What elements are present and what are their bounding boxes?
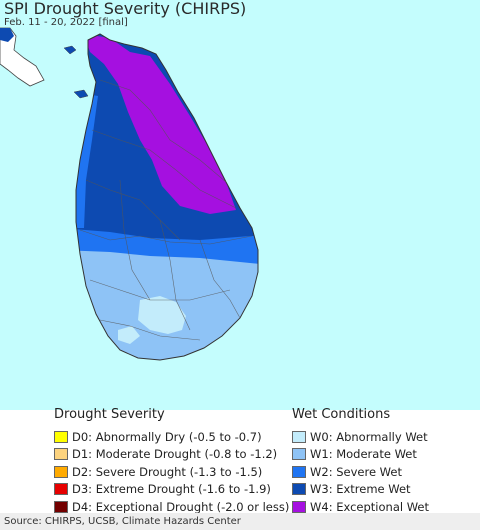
legend-label-d2: D2: Severe Drought (-1.3 to -1.5) bbox=[72, 464, 263, 479]
legend-label-w4: W4: Exceptional Wet bbox=[310, 499, 429, 514]
legend-label-w0: W0: Abnormally Wet bbox=[310, 429, 428, 444]
zone-w4 bbox=[84, 34, 236, 214]
legend-item-w0: W0: Abnormally Wet bbox=[292, 428, 478, 446]
legend-item-d0: D0: Abnormally Dry (-0.5 to -0.7) bbox=[54, 428, 286, 446]
legend-swatch-d3 bbox=[54, 483, 68, 496]
legend-swatch-w1 bbox=[292, 448, 306, 461]
zone-w0-small bbox=[118, 326, 140, 344]
ocean-area bbox=[0, 0, 480, 410]
district-boundaries bbox=[79, 79, 253, 341]
legend-item-d2: D2: Severe Drought (-1.3 to -1.5) bbox=[54, 463, 286, 481]
legend-item-w1: W1: Moderate Wet bbox=[292, 446, 478, 464]
drought-legend-list: D0: Abnormally Dry (-0.5 to -0.7) D1: Mo… bbox=[54, 428, 290, 516]
legend-label-d4: D4: Exceptional Drought (-2.0 or less) bbox=[72, 499, 290, 514]
jaffna-islands bbox=[63, 45, 77, 55]
india-coast bbox=[0, 27, 45, 87]
legend-label-w2: W2: Severe Wet bbox=[310, 464, 402, 479]
zone-w0 bbox=[138, 296, 186, 334]
legend-label-d3: D3: Extreme Drought (-1.6 to -1.9) bbox=[72, 482, 271, 497]
drought-legend-heading: Drought Severity bbox=[54, 407, 165, 422]
wet-legend-list: W0: Abnormally Wet W1: Moderate Wet W2: … bbox=[292, 428, 478, 516]
map-subtitle: Feb. 11 - 20, 2022 [final] bbox=[4, 17, 128, 28]
legend-swatch-d0 bbox=[54, 430, 68, 443]
india-wet-patch bbox=[0, 28, 14, 42]
legend-label-w3: W3: Extreme Wet bbox=[310, 482, 411, 497]
legend-swatch-d2 bbox=[54, 465, 68, 478]
legend-item-w2: W2: Severe Wet bbox=[292, 463, 478, 481]
wet-legend: Wet Conditions W0: Abnormally Wet W1: Mo… bbox=[292, 406, 478, 516]
drought-map bbox=[0, 0, 480, 410]
legend-label-d1: D1: Moderate Drought (-0.8 to -1.2) bbox=[72, 447, 278, 462]
island-outline bbox=[75, 33, 259, 361]
legend-swatch-d1 bbox=[54, 448, 68, 461]
legend-item-w3: W3: Extreme Wet bbox=[292, 481, 478, 499]
source-footer: Source: CHIRPS, UCSB, Climate Hazards Ce… bbox=[0, 513, 480, 530]
drought-legend: Drought Severity D0: Abnormally Dry (-0.… bbox=[54, 406, 290, 516]
legend-swatch-w2 bbox=[292, 465, 306, 478]
map-title: SPI Drought Severity (CHIRPS) bbox=[4, 0, 247, 18]
legend-swatch-d4 bbox=[54, 500, 68, 513]
legend-item-w4: W4: Exceptional Wet bbox=[292, 498, 478, 516]
zone-w2 bbox=[76, 228, 258, 266]
legend-label-w1: W1: Moderate Wet bbox=[310, 447, 417, 462]
wet-legend-heading: Wet Conditions bbox=[292, 407, 391, 422]
legend-swatch-w0 bbox=[292, 430, 306, 443]
mannar-island bbox=[73, 89, 89, 99]
legend-item-d4: D4: Exceptional Drought (-2.0 or less) bbox=[54, 498, 290, 516]
legend-item-d1: D1: Moderate Drought (-0.8 to -1.2) bbox=[54, 446, 286, 464]
legend-item-d3: D3: Extreme Drought (-1.6 to -1.9) bbox=[54, 481, 286, 499]
legend-swatch-w3 bbox=[292, 483, 306, 496]
legend-swatch-w4 bbox=[292, 500, 306, 513]
legend-label-d0: D0: Abnormally Dry (-0.5 to -0.7) bbox=[72, 429, 262, 444]
